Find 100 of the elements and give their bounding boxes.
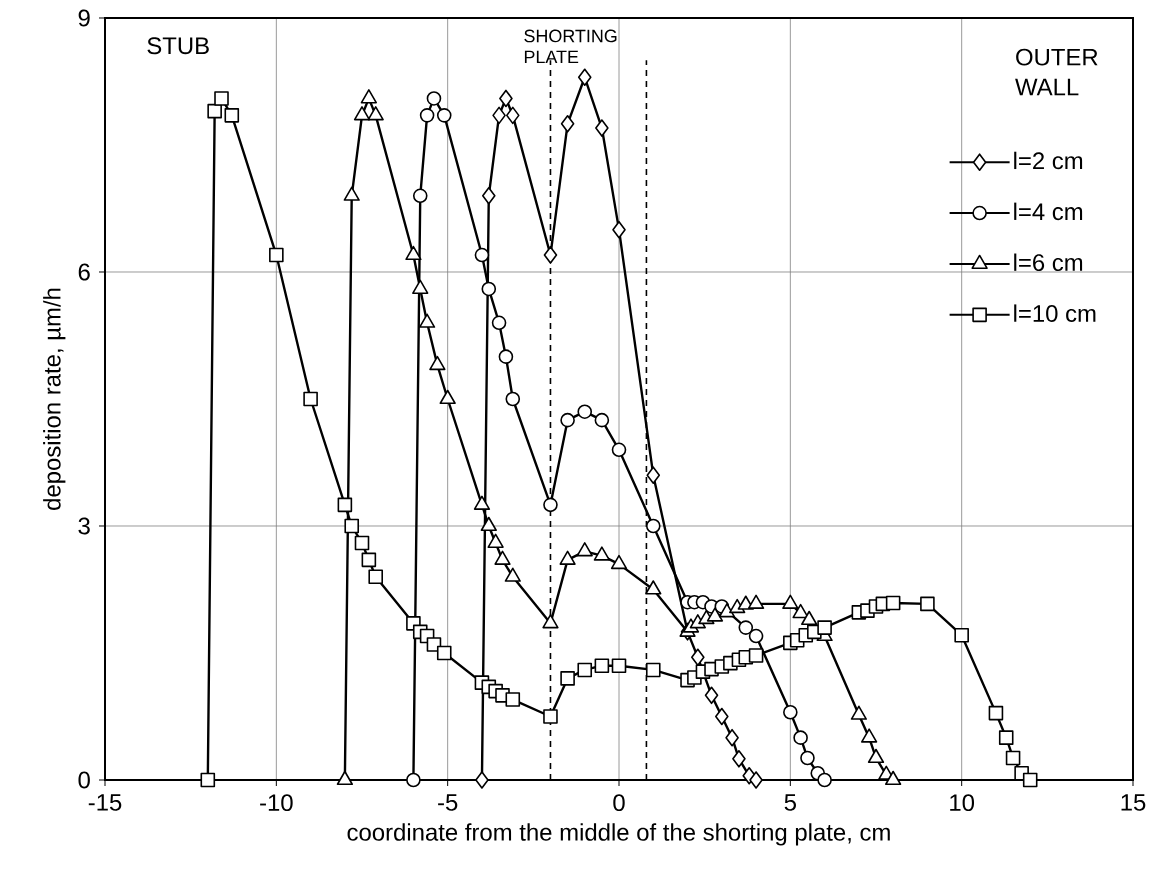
y-axis-title: deposition rate, µm/h <box>43 288 66 510</box>
point <box>367 106 384 121</box>
point <box>418 313 436 328</box>
point <box>336 770 354 786</box>
point <box>817 620 832 635</box>
point <box>704 686 719 705</box>
point <box>487 533 504 548</box>
point <box>214 91 229 106</box>
point <box>224 108 240 123</box>
x-tick-label: 15 <box>1121 794 1146 811</box>
point <box>207 103 222 119</box>
x-tick-label: 10 <box>950 794 975 812</box>
point <box>611 442 627 458</box>
point <box>436 645 452 661</box>
point <box>504 567 521 582</box>
annotation: OUTER WALL <box>1015 48 1098 96</box>
point <box>748 628 764 644</box>
legend-label: l=4 cm <box>1014 202 1083 221</box>
point <box>706 607 724 622</box>
annotation: STUB <box>147 37 209 55</box>
point <box>542 614 559 629</box>
point <box>800 750 815 766</box>
point <box>645 580 662 595</box>
point <box>1005 750 1021 766</box>
point <box>354 535 370 551</box>
legend-label: l=6 cm <box>1014 253 1083 272</box>
point <box>480 516 497 532</box>
point <box>543 246 558 264</box>
y-tick-label: 0 <box>78 771 90 789</box>
x-tick-label: -15 <box>88 794 122 811</box>
point <box>954 627 969 643</box>
point <box>505 106 520 125</box>
point <box>412 188 428 204</box>
point <box>353 106 371 121</box>
point <box>429 355 446 371</box>
point <box>610 554 628 570</box>
point <box>426 91 442 106</box>
point <box>718 603 736 618</box>
point <box>646 466 661 484</box>
point <box>920 596 935 612</box>
y-tick-label: 9 <box>78 9 90 27</box>
point <box>505 391 521 407</box>
point <box>732 750 746 768</box>
point <box>998 730 1014 745</box>
point <box>691 648 705 667</box>
x-tick-label: -5 <box>438 794 458 811</box>
x-tick-label: 0 <box>613 794 625 812</box>
point <box>850 705 868 720</box>
point <box>494 550 511 565</box>
point <box>560 671 575 686</box>
point <box>473 495 491 510</box>
legend-label: l=2 cm <box>1014 151 1083 170</box>
point <box>611 658 627 673</box>
y-tick-label: 3 <box>78 517 90 535</box>
point <box>645 518 661 534</box>
point <box>645 662 661 678</box>
point <box>748 648 764 663</box>
annotation: SHORTING PLATE <box>524 29 617 64</box>
point <box>817 772 832 788</box>
point <box>492 106 506 125</box>
point <box>491 315 507 331</box>
point <box>884 770 902 786</box>
point <box>594 658 610 673</box>
point <box>360 89 378 104</box>
point <box>749 771 763 789</box>
point <box>560 115 575 133</box>
point <box>505 692 521 707</box>
point <box>801 610 818 626</box>
x-axis-title: coordinate from the middle of the shorting plate, cm <box>347 823 890 846</box>
point <box>361 552 377 568</box>
point <box>436 108 452 123</box>
point <box>1022 772 1038 788</box>
point <box>439 389 456 405</box>
point <box>200 772 216 788</box>
point <box>481 281 497 297</box>
point <box>343 186 360 201</box>
point <box>577 404 593 419</box>
point <box>793 730 808 745</box>
legend-label: l=10 cm <box>1014 304 1096 322</box>
point <box>792 603 809 619</box>
point <box>543 497 558 513</box>
point <box>368 569 384 585</box>
point <box>593 546 611 561</box>
point <box>577 68 592 87</box>
point <box>595 119 609 137</box>
point <box>747 594 765 609</box>
point <box>405 245 422 261</box>
x-tick-label: -10 <box>260 794 293 812</box>
point <box>344 518 360 534</box>
point <box>419 108 435 123</box>
point <box>303 391 318 407</box>
point <box>860 728 878 743</box>
point <box>576 542 593 557</box>
point <box>867 748 885 764</box>
point <box>782 594 799 609</box>
point <box>559 550 576 565</box>
point <box>885 595 901 611</box>
y-tick-label: 6 <box>78 263 90 281</box>
point <box>725 728 739 747</box>
point <box>560 412 575 428</box>
